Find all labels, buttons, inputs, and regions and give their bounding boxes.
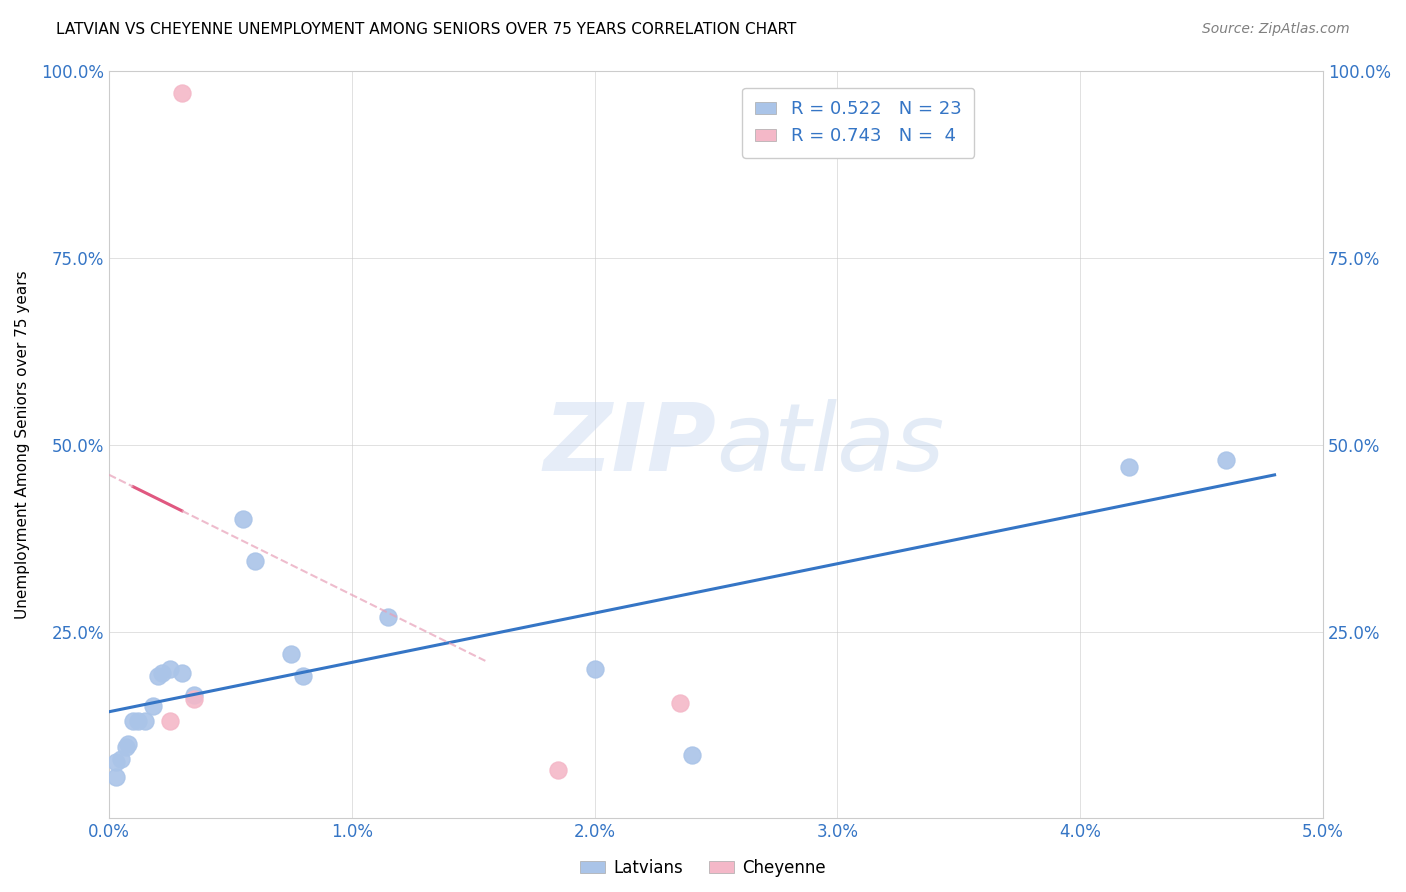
Point bbox=[105, 770, 128, 784]
Point bbox=[159, 714, 181, 729]
Point bbox=[105, 756, 128, 770]
Point bbox=[377, 609, 399, 624]
Point bbox=[681, 747, 703, 762]
Point bbox=[115, 740, 138, 755]
Y-axis label: Unemployment Among Seniors over 75 years: Unemployment Among Seniors over 75 years bbox=[15, 270, 30, 619]
Text: Source: ZipAtlas.com: Source: ZipAtlas.com bbox=[1202, 22, 1350, 37]
Point bbox=[117, 737, 139, 751]
Point bbox=[146, 669, 169, 683]
Text: ZIP: ZIP bbox=[543, 399, 716, 491]
Point bbox=[183, 691, 205, 706]
Point bbox=[159, 662, 181, 676]
Point bbox=[183, 688, 205, 702]
Point bbox=[122, 714, 145, 729]
Text: LATVIAN VS CHEYENNE UNEMPLOYMENT AMONG SENIORS OVER 75 YEARS CORRELATION CHART: LATVIAN VS CHEYENNE UNEMPLOYMENT AMONG S… bbox=[56, 22, 797, 37]
Point bbox=[110, 752, 132, 766]
Point bbox=[170, 87, 193, 101]
Point bbox=[668, 696, 690, 710]
Text: atlas: atlas bbox=[716, 400, 945, 491]
Point bbox=[243, 553, 266, 567]
Point bbox=[142, 699, 165, 714]
Legend: Latvians, Cheyenne: Latvians, Cheyenne bbox=[574, 853, 832, 884]
Point bbox=[231, 512, 253, 526]
Point bbox=[1215, 452, 1237, 467]
Point bbox=[152, 665, 174, 680]
Point bbox=[127, 714, 149, 729]
Point bbox=[170, 665, 193, 680]
Point bbox=[280, 647, 302, 661]
Legend: R = 0.522   N = 23, R = 0.743   N =  4: R = 0.522 N = 23, R = 0.743 N = 4 bbox=[742, 87, 974, 158]
Point bbox=[547, 763, 569, 777]
Point bbox=[583, 662, 606, 676]
Point bbox=[134, 714, 156, 729]
Point bbox=[292, 669, 315, 683]
Point bbox=[1118, 460, 1140, 475]
